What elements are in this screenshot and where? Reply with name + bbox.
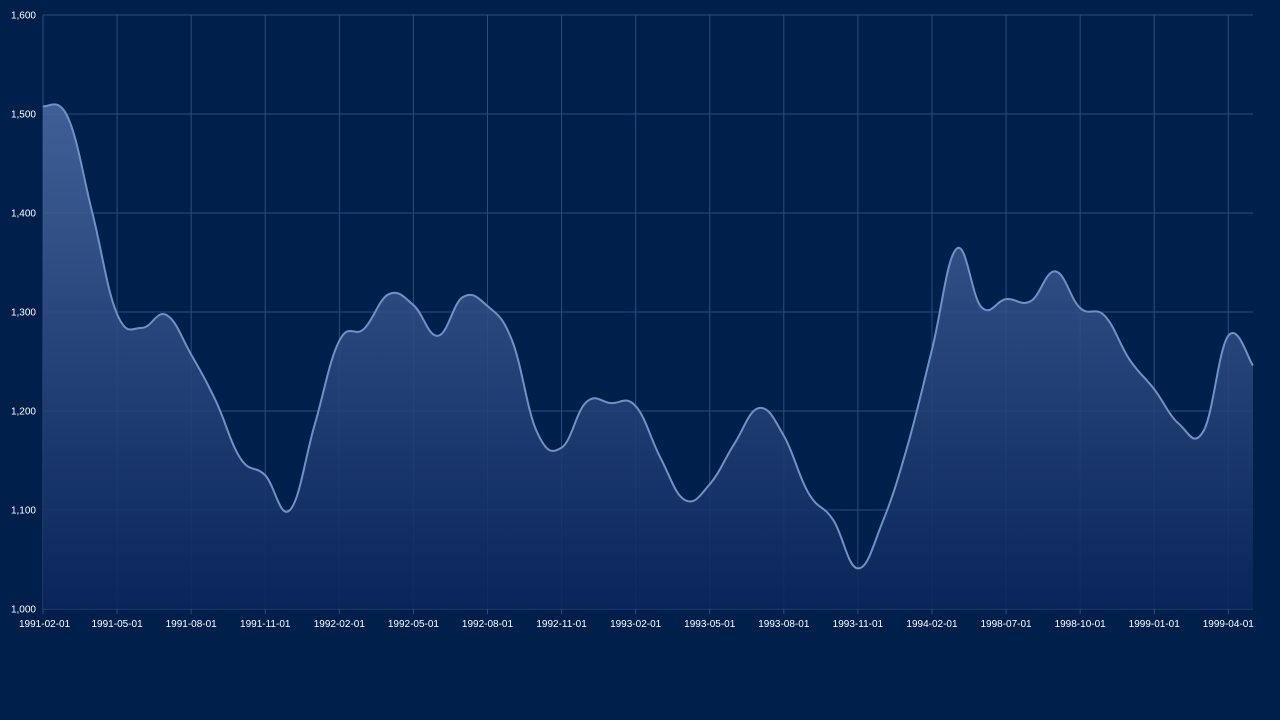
data-point[interactable] [361,326,367,332]
x-tick-label: 1993-05-01 [684,619,736,630]
y-tick-label: 1,100 [11,506,36,517]
data-point[interactable] [756,405,762,411]
data-point[interactable] [855,565,861,571]
data-point[interactable] [559,445,565,451]
x-tick-label: 1999-01-01 [1129,619,1181,630]
data-point[interactable] [163,312,169,318]
series-area-fill [43,104,1253,609]
data-point[interactable] [806,490,812,496]
data-point[interactable] [1003,296,1009,302]
data-point[interactable] [583,399,589,405]
data-point[interactable] [65,114,71,120]
data-point[interactable] [410,302,416,308]
x-tick-label: 1992-05-01 [388,619,440,630]
y-axis: 1,000 1,100 1,200 1,300 1,400 1,500 1,600 [11,11,36,616]
x-tick-label: 1993-11-01 [833,619,884,630]
y-tick-label: 1,500 [11,110,36,121]
data-point[interactable] [904,444,910,450]
x-tick-label: 1994-02-01 [906,619,958,630]
data-point[interactable] [608,400,614,406]
data-point[interactable] [633,403,639,409]
data-point[interactable] [262,472,268,478]
data-point[interactable] [89,210,95,216]
data-point[interactable] [460,294,466,300]
data-point[interactable] [929,347,935,353]
x-tick-label: 1992-02-01 [314,619,366,630]
data-point[interactable] [435,333,441,339]
data-point[interactable] [484,303,490,309]
data-point[interactable] [1201,428,1207,434]
data-point[interactable] [1176,421,1182,427]
data-point[interactable] [1151,386,1157,392]
x-tick-label: 1998-10-01 [1055,619,1107,630]
data-point[interactable] [781,433,787,439]
data-point[interactable] [1102,313,1108,319]
data-point[interactable] [1225,333,1231,339]
y-tick-label: 1,200 [11,407,36,418]
data-point[interactable] [880,519,886,525]
data-point[interactable] [1250,362,1256,368]
data-point[interactable] [312,422,318,428]
x-tick-label: 1993-08-01 [758,619,810,630]
series [40,103,1256,609]
data-point[interactable] [1028,298,1034,304]
data-point[interactable] [139,325,145,331]
x-tick-label: 1991-05-01 [92,619,144,630]
x-tick-label: 1999-04-01 [1203,619,1255,630]
x-tick-label: 1992-08-01 [462,619,514,630]
data-point[interactable] [682,497,688,503]
x-tick-label: 1998-07-01 [980,619,1032,630]
series-line [42,103,1254,570]
data-point[interactable] [731,441,737,447]
data-point[interactable] [657,455,663,461]
data-point[interactable] [386,291,392,297]
data-point[interactable] [1127,357,1133,363]
data-point[interactable] [213,398,219,404]
data-point[interactable] [707,481,713,487]
data-point[interactable] [114,311,120,317]
data-point[interactable] [830,517,836,523]
data-point[interactable] [336,338,342,344]
data-point[interactable] [1077,305,1083,311]
data-point[interactable] [509,338,515,344]
y-tick-label: 1,600 [11,11,36,22]
y-tick-label: 1,400 [11,209,36,220]
x-tick-label: 1991-08-01 [166,619,218,630]
data-point[interactable] [978,304,984,310]
data-point[interactable] [287,507,293,513]
x-tick-label: 1991-11-01 [240,619,291,630]
data-point[interactable] [534,429,540,435]
x-tick-label: 1991-02-01 [19,619,71,630]
data-point[interactable] [238,456,244,462]
data-point[interactable] [1052,268,1058,274]
data-point[interactable] [954,246,960,252]
data-point[interactable] [188,352,194,358]
y-tick-label: 1,000 [11,605,36,616]
x-tick-label: 1992-11-01 [536,619,587,630]
y-tick-label: 1,300 [11,308,36,319]
x-tick-label: 1993-02-01 [610,619,662,630]
x-axis: 1991-02-01 1991-05-01 1991-08-01 1991-11-01… [19,619,1254,630]
data-point[interactable] [40,103,46,109]
